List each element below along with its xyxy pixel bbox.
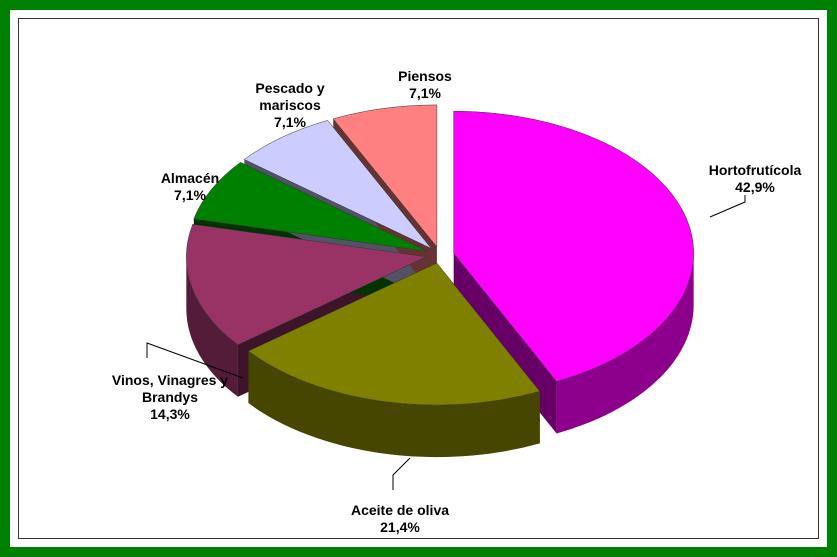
slice-wall — [186, 256, 238, 397]
slice-label: Pescado y mariscos 7,1% — [240, 80, 340, 131]
slice-wall — [556, 253, 694, 434]
slice-label: Aceite de oliva 21,4% — [320, 502, 480, 536]
leader-line — [709, 195, 746, 218]
pie-slice — [453, 110, 694, 382]
slice-wall — [248, 351, 540, 458]
slice-label: Vinos, Vinagres y Brandys 14,3% — [95, 372, 245, 423]
pie-slice — [243, 120, 432, 249]
slice-label: Almacén 7,1% — [140, 170, 240, 204]
chart — [146, 104, 746, 490]
category-name: Piensos — [398, 68, 452, 84]
category-name: Hortofrutícola — [708, 162, 802, 178]
pie-slice — [186, 223, 428, 346]
plot-frame — [18, 18, 819, 539]
slice-label: Hortofrutícola 42,9% — [685, 162, 825, 196]
slice-label: Piensos 7,1% — [375, 68, 475, 102]
leader-line — [146, 342, 244, 379]
pie-slice — [332, 104, 438, 248]
value-label: 42,9% — [735, 179, 775, 195]
pie-slice — [247, 262, 541, 406]
value-label: 7,1% — [174, 187, 206, 203]
category-name: Almacén — [160, 170, 220, 186]
pie-walls — [186, 253, 694, 458]
category-name: Aceite de oliva — [350, 502, 450, 518]
pie-slice — [193, 162, 428, 252]
pie-tops — [186, 104, 694, 406]
value-label: 21,4% — [380, 519, 420, 535]
leader-line — [392, 457, 411, 490]
category-name: Pescado y mariscos — [255, 80, 325, 113]
category-name: Vinos, Vinagres y Brandys — [111, 372, 229, 405]
value-label: 7,1% — [409, 85, 441, 101]
value-label: 7,1% — [274, 114, 306, 130]
value-label: 14,3% — [150, 406, 190, 422]
